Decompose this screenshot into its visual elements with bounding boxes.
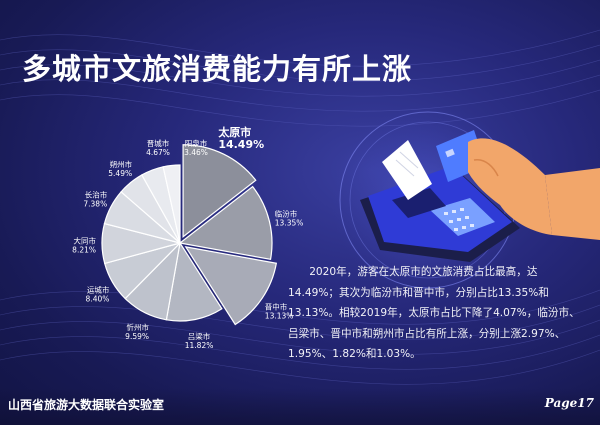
slice-name-label-9: 晋城市 <box>147 138 170 148</box>
slice-value-label-0: 14.49% <box>218 138 264 151</box>
slice-value-label-6: 8.21% <box>72 246 96 255</box>
slice-value-label-1: 13.35% <box>275 218 304 227</box>
pie-slice-0 <box>182 144 257 238</box>
slice-name-label-10: 阳泉市 <box>185 138 208 148</box>
slice-name-label-4: 忻州市 <box>127 322 150 332</box>
description-text: 2020年，游客在太原市的文旅消费占比最高，达14.49%；其次为临汾市和晋中市… <box>288 266 580 360</box>
slice-name-label-3: 吕梁市 <box>188 331 211 341</box>
pie-slice-2 <box>184 246 278 326</box>
slice-value-label-7: 7.38% <box>83 199 107 208</box>
slice-name-label-7: 长治市 <box>85 189 108 199</box>
slice-value-label-5: 8.40% <box>86 294 110 303</box>
footer-bar <box>0 388 600 425</box>
slice-name-label-1: 临汾市 <box>275 208 298 218</box>
page-number: Page17 <box>544 396 594 410</box>
slice-value-label-4: 9.59% <box>125 332 149 341</box>
slice-name-label-5: 运城市 <box>87 284 110 294</box>
slice-name-label-2: 晋中市 <box>265 301 288 311</box>
slice-value-label-2: 13.13% <box>265 311 294 320</box>
page-title: 多城市文旅消费能力有所上涨 <box>22 52 413 86</box>
slice-value-label-9: 4.67% <box>146 148 170 157</box>
slice-name-label-6: 大同市 <box>74 236 97 246</box>
slice-name-label-0: 太原市 <box>217 125 251 139</box>
slice-value-label-10: 3.46% <box>184 148 208 157</box>
slice-name-label-8: 朔州市 <box>110 159 133 169</box>
pie-slice-10 <box>162 164 181 244</box>
slice-value-label-3: 11.82% <box>185 341 214 350</box>
slice-value-label-8: 5.49% <box>108 169 132 178</box>
footer-organization: 山西省旅游大数据联合实验室 <box>8 398 165 412</box>
pie-slice-1 <box>178 185 273 261</box>
